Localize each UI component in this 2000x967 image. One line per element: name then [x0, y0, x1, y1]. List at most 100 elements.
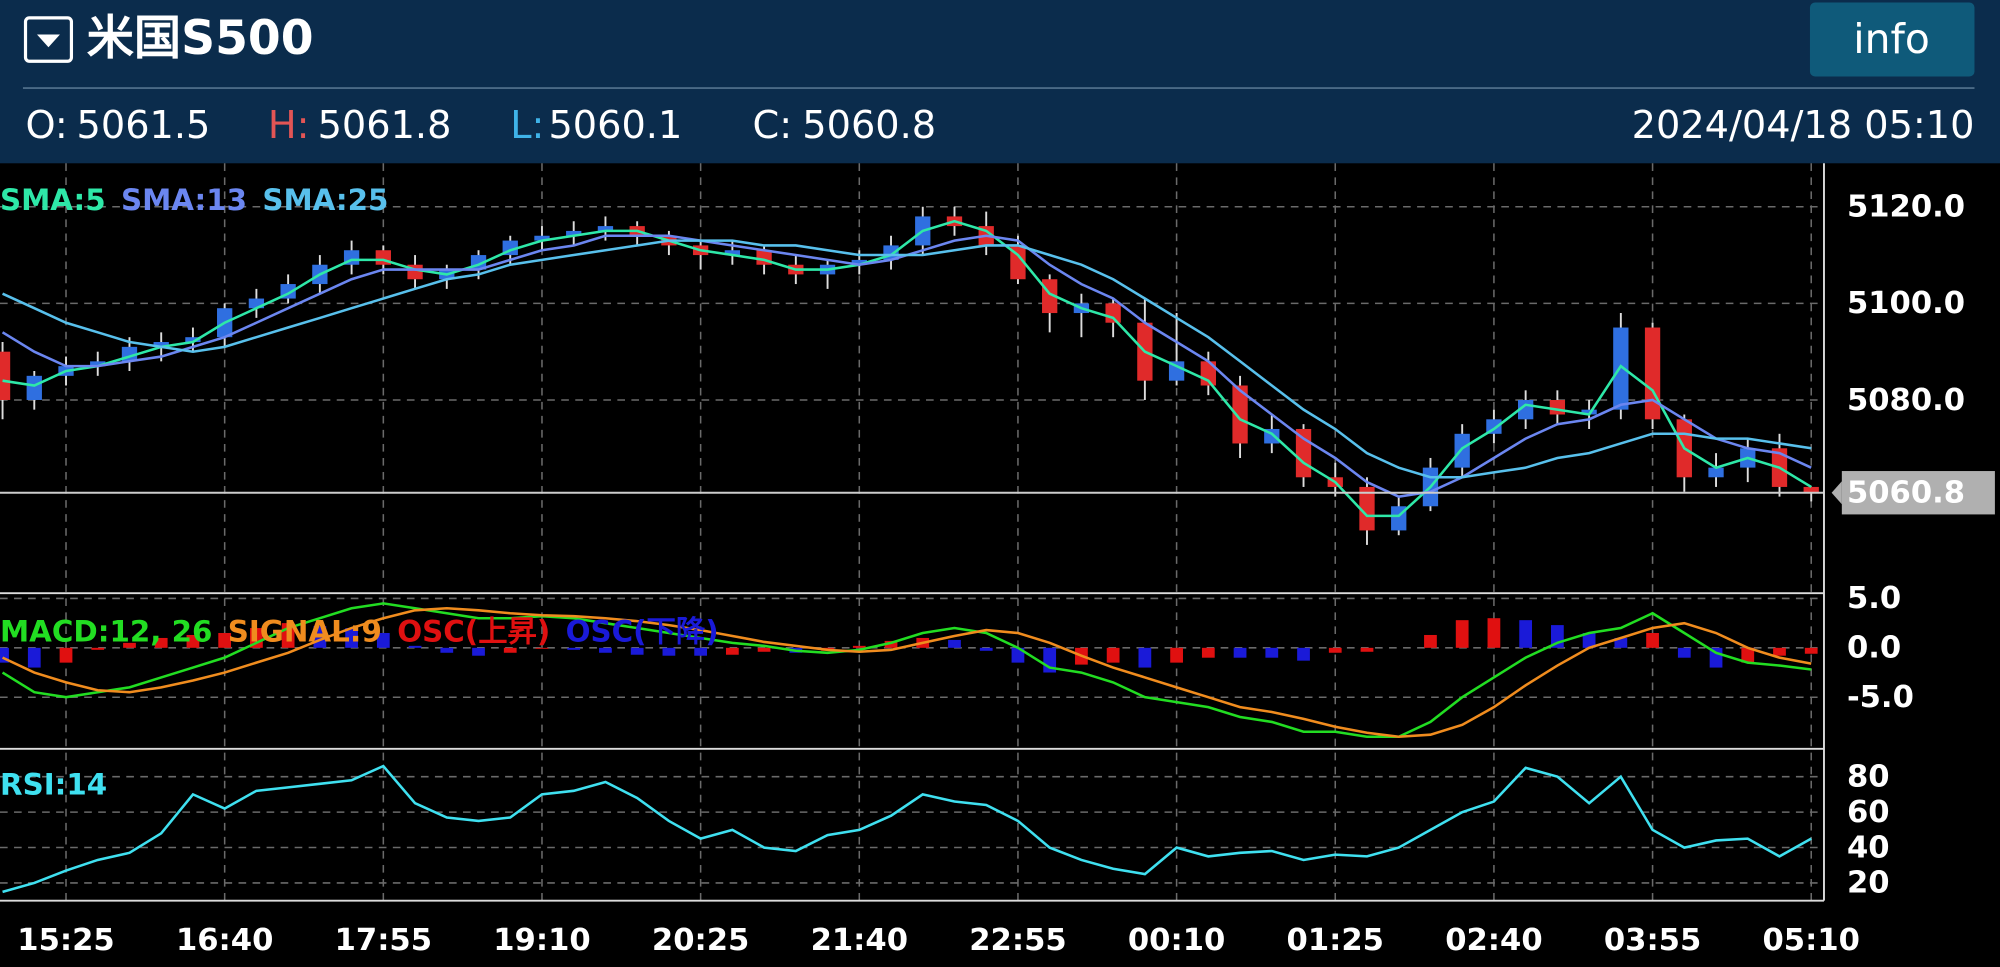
osc-bar	[725, 647, 739, 655]
candle-body	[1613, 327, 1629, 410]
x-tick-label: 19:10	[493, 923, 590, 958]
x-tick-label: 03:55	[1604, 923, 1701, 958]
candle-body	[1549, 399, 1566, 415]
osc-bar	[852, 645, 866, 648]
last-price-pointer	[1831, 481, 1842, 505]
open-label: O:	[26, 103, 68, 148]
osc-bar	[757, 647, 771, 652]
y-tick-label: 80	[1847, 759, 1890, 794]
candle-body	[153, 342, 169, 347]
candle-body	[1105, 303, 1121, 323]
osc-bar	[1646, 633, 1659, 648]
candle-body	[1803, 486, 1819, 493]
candle-body	[1454, 433, 1470, 468]
osc-bar	[884, 640, 898, 648]
osc-bar	[535, 647, 549, 649]
osc-bar	[345, 628, 358, 648]
dropdown-button[interactable]	[23, 16, 74, 63]
candle-body	[1644, 327, 1661, 420]
series-line	[2, 219, 1812, 518]
y-tick-label: 5080.0	[1847, 383, 1965, 418]
y-tick-label: 0.0	[1847, 631, 1901, 666]
x-tick-label: 16:40	[176, 923, 273, 958]
osc-bar	[1233, 647, 1247, 658]
candle-body	[534, 235, 550, 241]
legend-entry: SMA:13	[121, 183, 247, 217]
osc-bar	[440, 647, 454, 653]
osc-bar	[1519, 620, 1533, 648]
osc-bar	[1138, 647, 1152, 668]
x-tick-label: 05:10	[1763, 923, 1860, 958]
osc-bar	[503, 647, 517, 653]
osc-bar	[218, 633, 232, 648]
x-tick-label: 17:55	[335, 923, 432, 958]
osc-bar	[567, 647, 581, 650]
osc-bar	[1677, 647, 1691, 658]
candle-body	[248, 298, 265, 309]
candle-body	[566, 230, 582, 236]
series-line	[1, 602, 1812, 739]
osc-bar	[1170, 647, 1183, 663]
close-label: C:	[753, 103, 793, 148]
x-tick-label: 02:40	[1445, 923, 1542, 958]
high-value: 5061.8	[318, 103, 452, 148]
candle-body	[26, 375, 42, 400]
candle-body	[1359, 486, 1375, 531]
series-line	[2, 606, 1812, 739]
osc-bar	[27, 647, 41, 668]
osc-bar	[599, 647, 612, 653]
candle-body	[1708, 467, 1724, 478]
legend-entry: SMA:25	[262, 183, 388, 217]
last-price-label: 5060.8	[1847, 476, 1965, 511]
low-value: 5060.1	[548, 103, 682, 148]
dropdown-box[interactable]	[23, 16, 74, 63]
osc-bar	[630, 647, 644, 655]
legend-entry: RSI:14	[0, 767, 107, 801]
series-line	[2, 764, 1812, 894]
candle-body	[90, 361, 106, 367]
osc-bar	[1773, 647, 1786, 656]
osc-bar	[1582, 633, 1596, 648]
osc-bar	[472, 647, 485, 656]
osc-bar	[59, 647, 73, 663]
candle-body	[851, 259, 867, 265]
candle-body	[724, 250, 741, 256]
candle-body	[0, 351, 11, 400]
low-label: L:	[510, 103, 544, 148]
plot-area: 15:25 16:40 17:55 19:10 20:25 21:40 22:55 00:10…	[0, 163, 1995, 958]
osc-bar	[948, 639, 961, 648]
osc-bar	[1614, 637, 1628, 648]
info-button-label[interactable]: info	[1853, 15, 1930, 63]
osc-bar	[1011, 647, 1025, 663]
candle-body	[1010, 245, 1026, 280]
candle-body	[1581, 409, 1597, 415]
x-tick-label: 21:40	[811, 923, 908, 958]
y-tick-label: 5100.0	[1847, 286, 1965, 321]
osc-bar	[1424, 634, 1437, 648]
osc-bar	[1741, 647, 1755, 663]
candle-body	[1168, 361, 1185, 381]
osc-bar	[979, 647, 993, 651]
candle-body	[597, 226, 614, 231]
osc-bar	[1265, 647, 1279, 658]
timestamp: 2024/04/18 05:10	[1632, 103, 1975, 148]
candle-body	[1232, 385, 1248, 444]
osc-bar	[1201, 647, 1215, 658]
osc-bar	[1328, 647, 1342, 653]
info-button[interactable]	[1809, 2, 1975, 77]
last-price-tag	[1841, 471, 1995, 515]
osc-bar	[694, 647, 708, 656]
osc-bar	[186, 634, 200, 648]
close-value: 5060.8	[802, 103, 936, 148]
legend-entry: SIGNAL:9	[228, 614, 382, 648]
osc-bar	[1360, 647, 1374, 652]
legend-entry: SMA:5	[0, 183, 106, 217]
x-tick-label: 22:55	[969, 923, 1066, 958]
osc-bar	[662, 647, 676, 656]
x-tick-label: 00:10	[1128, 923, 1225, 958]
dropdown-arrow[interactable]	[36, 34, 60, 48]
osc-bar	[1487, 618, 1501, 648]
y-tick-label: 60	[1847, 795, 1890, 830]
